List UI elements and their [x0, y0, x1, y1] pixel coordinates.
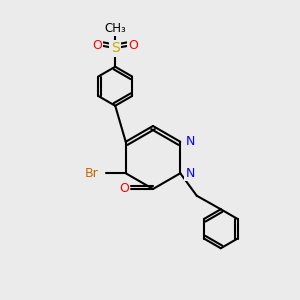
Text: S: S: [111, 41, 120, 55]
Text: N: N: [186, 135, 195, 148]
Text: Br: Br: [85, 167, 99, 180]
Text: O: O: [128, 39, 138, 52]
Text: O: O: [92, 39, 102, 52]
Text: O: O: [119, 182, 129, 196]
Text: CH₃: CH₃: [104, 22, 126, 34]
Text: N: N: [186, 167, 195, 180]
